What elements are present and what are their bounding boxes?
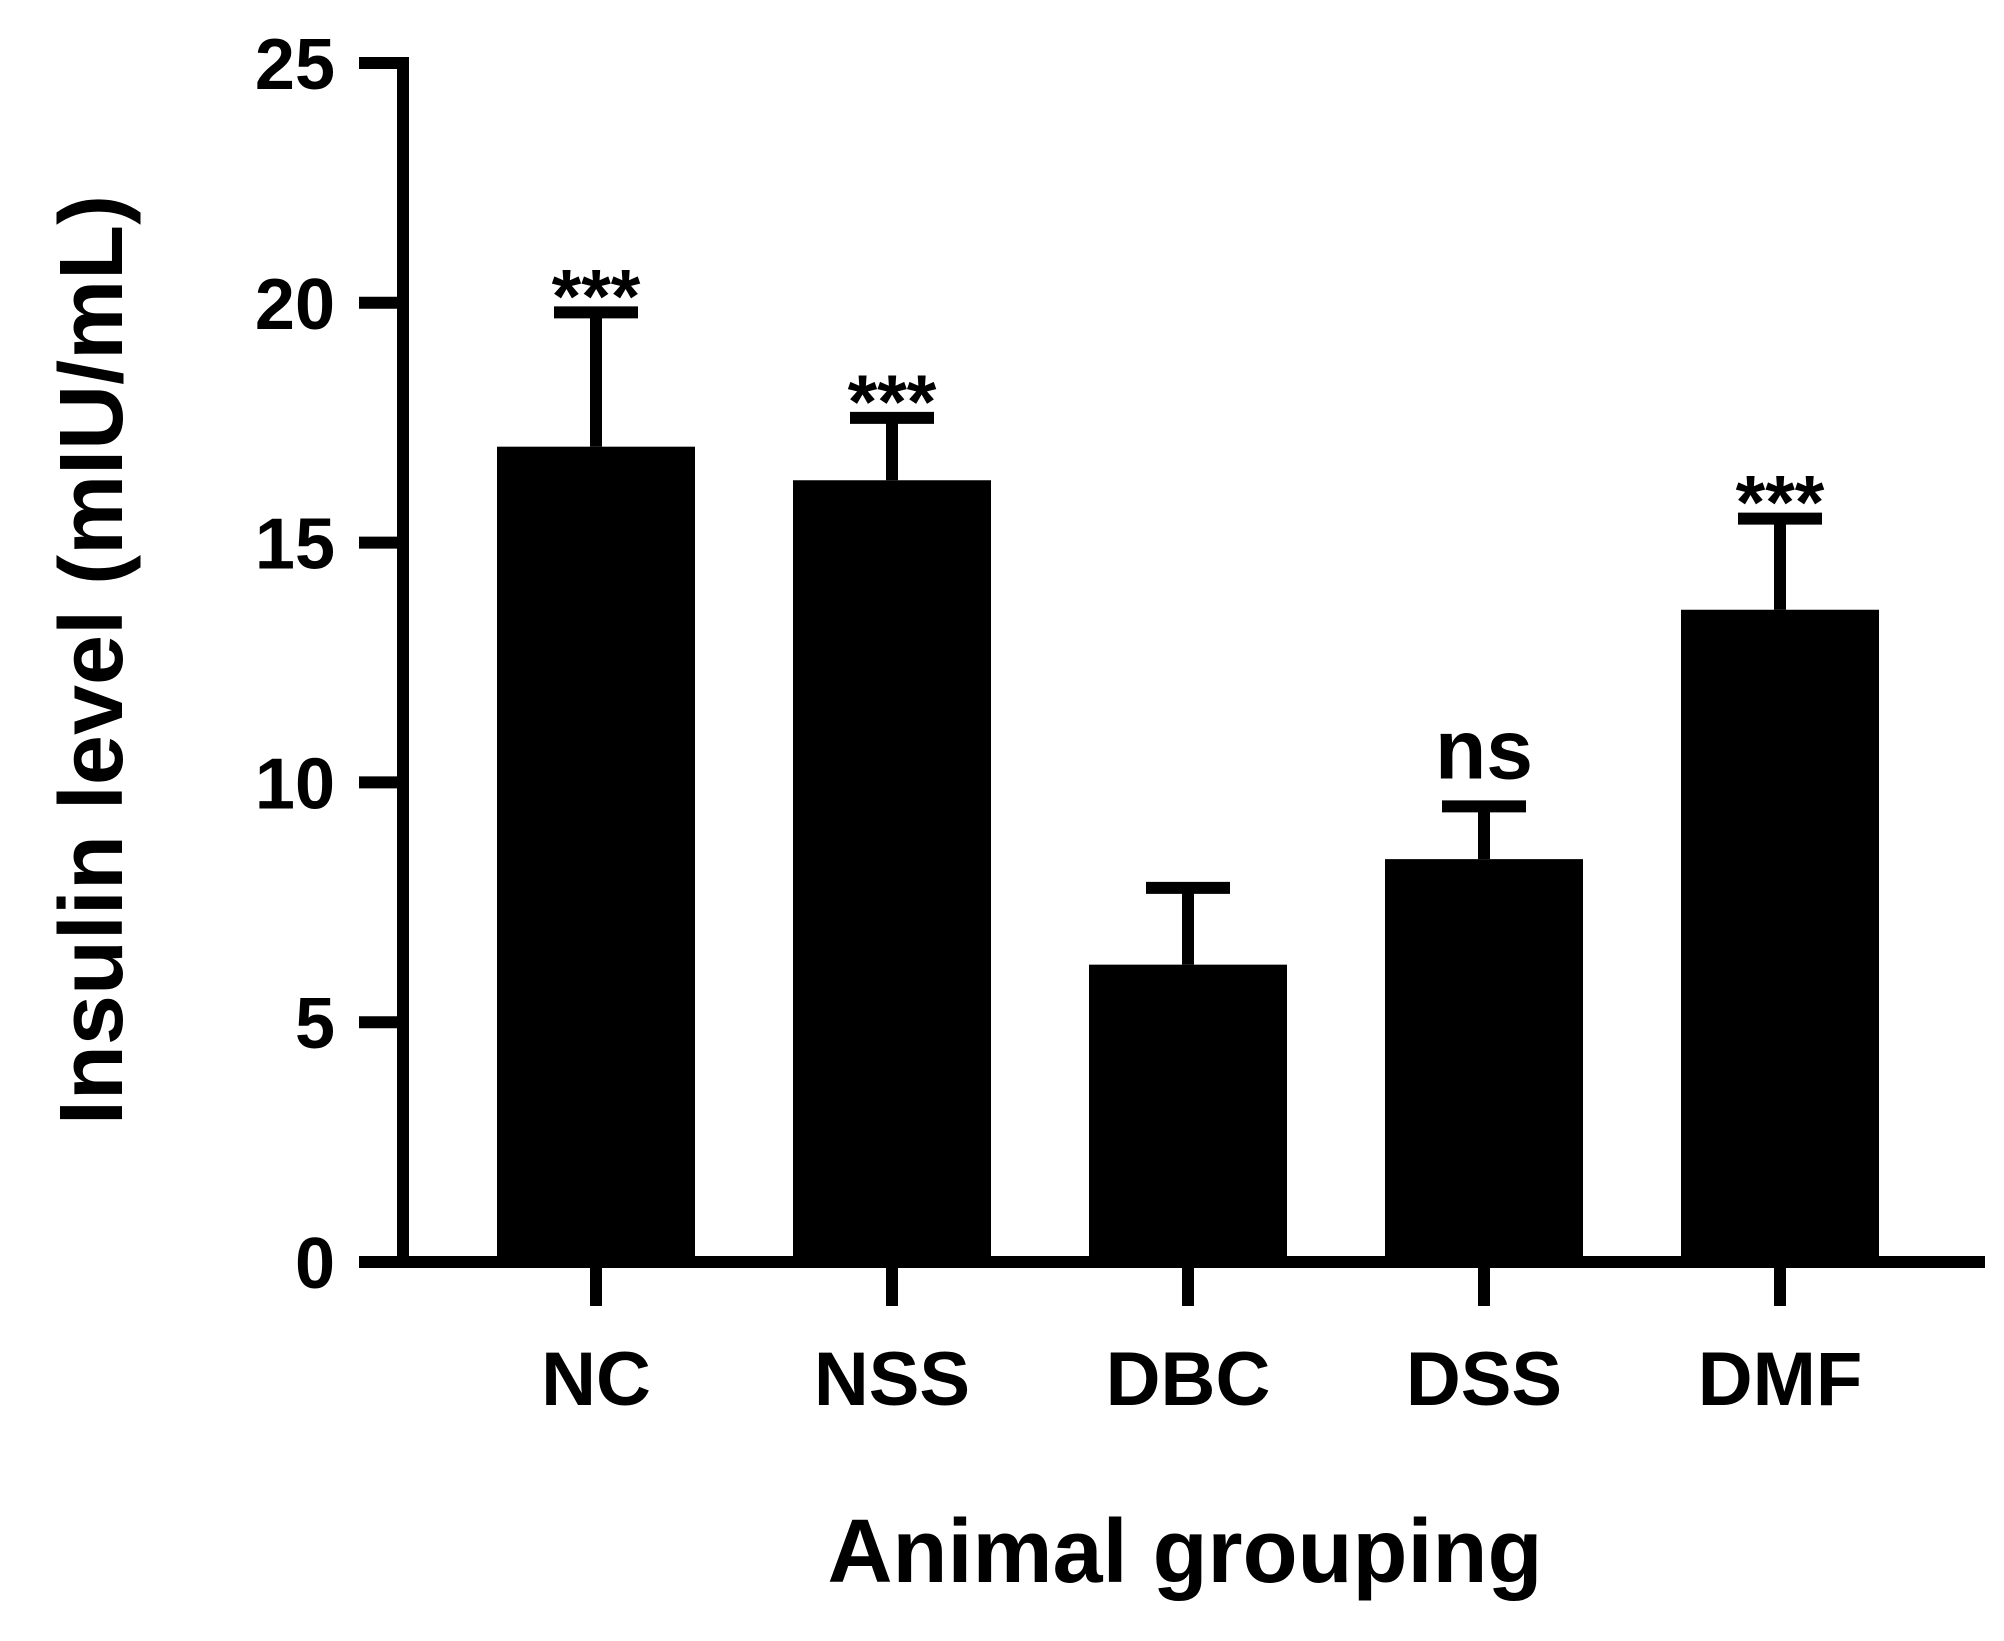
bar-dss xyxy=(1385,859,1583,1262)
x-tick-label-dss: DSS xyxy=(1406,1337,1562,1422)
annotations-layer: *** *** ns *** xyxy=(552,254,1825,796)
y-tick-label-25: 25 xyxy=(255,25,335,105)
y-tick-label-5: 5 xyxy=(295,984,335,1064)
axes-layer xyxy=(359,57,1985,1306)
x-tick-label-dmf: DMF xyxy=(1698,1337,1863,1422)
significance-label-dmf: *** xyxy=(1736,461,1825,546)
error-bar-dss xyxy=(1442,800,1526,860)
significance-label-nss: *** xyxy=(848,360,937,445)
x-tick-label-nss: NSS xyxy=(814,1337,970,1422)
bar-dmf xyxy=(1681,609,1879,1262)
labels-layer: NC NSS DBC DSS DMF 0 5 10 15 20 25 xyxy=(255,25,1862,1422)
errorbars-layer xyxy=(554,306,1822,965)
y-tick-label-15: 15 xyxy=(255,505,335,585)
error-bar-dbc xyxy=(1146,881,1230,965)
bar-nc xyxy=(497,446,695,1262)
bar-nss xyxy=(793,480,991,1262)
bar-dbc xyxy=(1089,964,1287,1262)
x-tick-label-dbc: DBC xyxy=(1106,1337,1271,1422)
error-bar-nss xyxy=(850,411,934,481)
x-tick-label-nc: NC xyxy=(541,1337,651,1422)
error-bar-nc xyxy=(554,306,638,447)
y-tick-label-10: 10 xyxy=(255,744,335,824)
error-bar-dmf xyxy=(1738,512,1822,610)
y-tick-label-0: 0 xyxy=(295,1224,335,1304)
significance-label-nc: *** xyxy=(552,254,641,339)
significance-label-dss: ns xyxy=(1435,702,1533,796)
y-tick-label-20: 20 xyxy=(255,265,335,345)
x-axis-title: Animal grouping xyxy=(828,1502,1543,1602)
bars-layer xyxy=(497,446,1879,1262)
y-axis-title: Insulin level (mIU/mL) xyxy=(42,195,142,1125)
